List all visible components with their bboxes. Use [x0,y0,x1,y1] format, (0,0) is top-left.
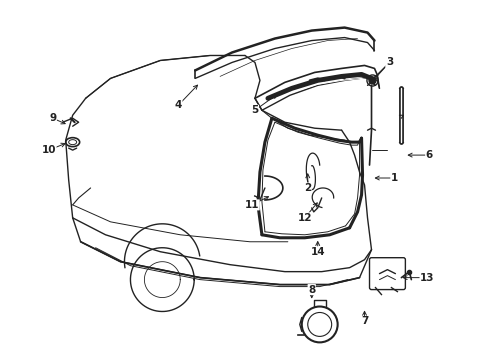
Text: 7: 7 [361,316,368,327]
Text: 6: 6 [426,150,433,160]
Text: 9: 9 [49,113,56,123]
Text: 8: 8 [308,284,316,294]
Text: 10: 10 [42,145,56,155]
Text: 1: 1 [391,173,398,183]
Text: 3: 3 [386,58,393,67]
Text: 5: 5 [251,105,259,115]
Text: 12: 12 [297,213,312,223]
Text: 4: 4 [174,100,182,110]
Text: 11: 11 [245,200,259,210]
Text: 2: 2 [304,183,311,193]
Text: 13: 13 [420,273,435,283]
Text: 14: 14 [310,247,325,257]
